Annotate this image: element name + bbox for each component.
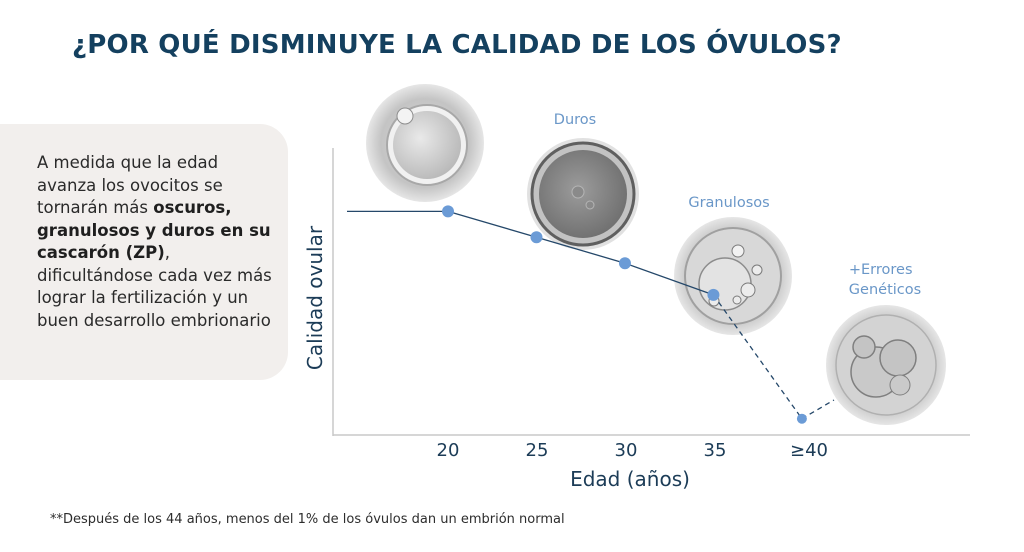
info-panel [0, 124, 288, 380]
x-tick-label: 30 [615, 440, 638, 461]
x-tick-label: 35 [704, 440, 727, 461]
line-segment [712, 294, 803, 420]
line-segment [624, 262, 714, 296]
page-title: ¿POR QUÉ DISMINUYE LA CALIDAD DE LOS ÓVU… [72, 30, 842, 60]
oocyte-hard-image [527, 138, 639, 250]
info-text-rest: , dificultándose cada vez más lograr la … [37, 243, 272, 330]
x-axis-label: Edad (años) [570, 467, 690, 491]
y-axis-label: Calidad ovular [303, 225, 327, 370]
annotation-errores-geneticos: +Errores Genéticos [849, 262, 921, 298]
data-point [618, 257, 631, 270]
data-point [442, 205, 455, 218]
info-text-highlight: oscuros, granulosos y duros en su cascar… [37, 198, 271, 262]
annotation-granulosos: Granulosos [688, 195, 769, 211]
x-tick-label: 20 [437, 440, 460, 461]
x-tick-label: 25 [526, 440, 549, 461]
info-text: A medida que la edad avanza los ovocitos… [37, 152, 277, 332]
oocyte-normal-image [366, 84, 484, 202]
line-segment [447, 210, 537, 238]
oocyte-granular-image [674, 217, 792, 335]
x-tick-label: ≥40 [790, 440, 828, 461]
line-segment [536, 236, 626, 264]
annotation-duros: Duros [554, 112, 596, 128]
footnote: **Después de los 44 años, menos del 1% d… [50, 512, 565, 527]
data-point [530, 231, 543, 244]
x-tick-labels: 20 25 30 35 ≥40 [437, 440, 828, 461]
data-point [796, 413, 807, 424]
info-text-intro: A medida que la edad avanza los ovocitos… [37, 153, 223, 217]
line-trailing-segment [801, 399, 835, 420]
data-point [707, 288, 720, 301]
series-layer [442, 205, 835, 424]
oocyte-genetic-errors-image [826, 305, 946, 425]
